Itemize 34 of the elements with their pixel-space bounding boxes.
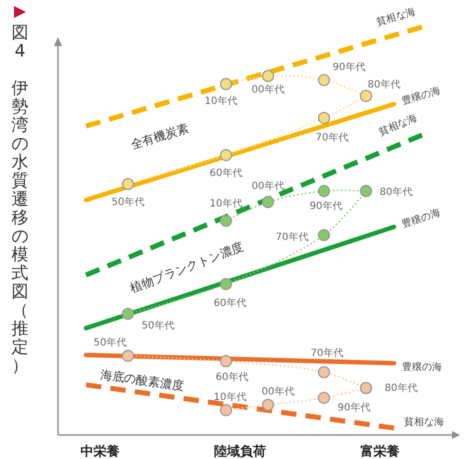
x-tick-label: 富栄養 (360, 444, 400, 459)
annotation: 60年代 (216, 370, 248, 383)
annotation: 50年代 (94, 336, 126, 349)
annotation: 80年代 (384, 382, 418, 394)
annotation: 80年代 (380, 186, 412, 198)
chart-title: 図4 伊勢湾の水質遷移の模式図（推定） (12, 23, 28, 376)
annotation: 70年代 (276, 230, 308, 243)
annotation: 90年代 (332, 60, 366, 73)
annotation: 90年代 (338, 402, 370, 414)
annotation: 90年代 (310, 200, 342, 212)
text: 豊穣の海 (400, 84, 442, 108)
annotation: 50年代 (142, 320, 174, 332)
annotation: 70年代 (316, 132, 348, 144)
text: 豊穣の海 (400, 206, 442, 230)
annotation: 10年代 (210, 198, 242, 210)
annotation: 60年代 (214, 296, 246, 309)
annotation: 10年代 (204, 94, 238, 107)
annotation: 00年代 (262, 386, 294, 398)
x-tick-label: 中栄養 (80, 444, 120, 459)
annotation: 80年代 (368, 78, 400, 91)
annotation: 60年代 (210, 166, 242, 179)
x-tick-label: 陸域負荷 (214, 444, 266, 459)
annotation: 海底の酸素濃度 (100, 368, 185, 394)
annotation: 全有機炭素 (129, 120, 191, 152)
annotation: 50年代 (112, 196, 144, 208)
series-label: 豊穣の海 (402, 360, 442, 373)
annotation: 00年代 (252, 84, 284, 96)
annotation: 70年代 (310, 346, 344, 359)
annotation: 00年代 (252, 180, 284, 192)
annotation: 植物プランクトン濃度 (128, 239, 246, 296)
annotation: 10年代 (214, 390, 246, 403)
series-label: 貧相な海 (404, 416, 444, 428)
text: 貧相な海 (375, 5, 417, 28)
text: 貧相な海 (377, 112, 419, 138)
